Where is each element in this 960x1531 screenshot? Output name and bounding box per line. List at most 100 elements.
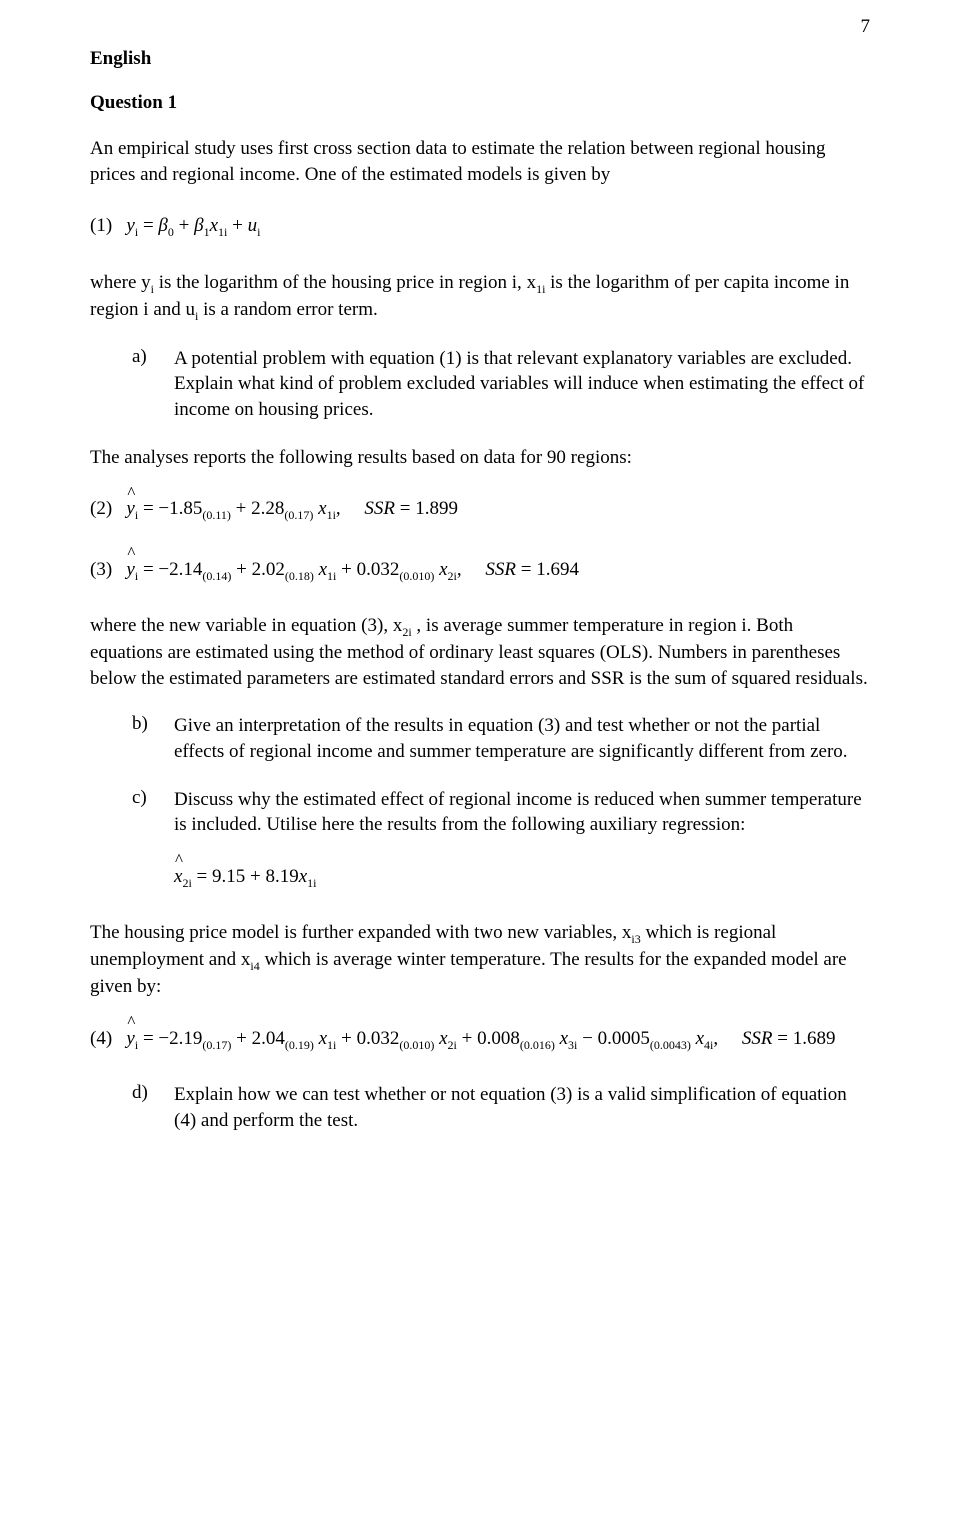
def-1b: is the logarithm of the housing price in… xyxy=(159,272,527,293)
comma: , xyxy=(336,498,341,519)
eq1-b0-sub: 0 xyxy=(168,225,174,239)
eq2-se0: (0.11) xyxy=(202,508,231,522)
plus-sign: + xyxy=(236,1028,247,1049)
definitions-paragraph: where yi is the logarithm of the housing… xyxy=(90,270,870,324)
eq4-ssr-val: 1.689 xyxy=(793,1028,836,1049)
eq-sign: = xyxy=(197,866,208,887)
eq-sign: = xyxy=(143,498,154,519)
comma: , xyxy=(457,559,462,580)
eq1-x-sub: 1i xyxy=(218,225,227,239)
item-c-text: Discuss why the estimated effect of regi… xyxy=(174,787,870,838)
eq2-x1-sub: 1i xyxy=(327,508,336,522)
aux-x1-sub: 1i xyxy=(307,876,316,890)
eq3-ssr-val: 1.694 xyxy=(536,559,579,580)
eq1-y-sub: i xyxy=(135,225,138,239)
aux-x1: x xyxy=(299,866,307,887)
eq4-c1: 2.04 xyxy=(252,1028,285,1049)
eq-sign: = xyxy=(143,559,154,580)
eq4-c4: 0.0005 xyxy=(598,1028,650,1049)
eq2-yhat: y xyxy=(126,492,134,526)
eq3-se0: (0.14) xyxy=(202,568,231,582)
plus-sign: + xyxy=(179,215,190,236)
eq2-x1: x xyxy=(318,498,326,519)
expand-xi3: x xyxy=(622,922,632,943)
eq4-x1: x xyxy=(319,1028,327,1049)
eq4-label: (4) xyxy=(90,1028,112,1049)
plus-sign: + xyxy=(236,498,247,519)
eq3-ysub: i xyxy=(135,568,138,582)
reports-paragraph: The analyses reports the following resul… xyxy=(90,445,870,471)
after3-x2i-sub: 2i xyxy=(402,625,411,639)
eq3-label: (3) xyxy=(90,559,112,580)
aux-x2-sub: 2i xyxy=(182,876,191,890)
eq3-x2-sub: 2i xyxy=(448,568,457,582)
eq-sign: = xyxy=(521,559,532,580)
item-d-marker: d) xyxy=(132,1082,174,1133)
comma: , xyxy=(713,1028,718,1049)
eq1-y: y xyxy=(126,215,134,236)
plus-sign: + xyxy=(250,866,261,887)
eq4-se3: (0.016) xyxy=(520,1038,555,1052)
eq4-x2-sub: 2i xyxy=(448,1038,457,1052)
item-b-marker: b) xyxy=(132,713,174,764)
eq4-c0: −2.19 xyxy=(158,1028,202,1049)
page-number: 7 xyxy=(861,16,871,38)
expand-a: The housing price model is further expan… xyxy=(90,922,622,943)
eq3-se1: (0.18) xyxy=(285,568,314,582)
equation-3: (3) yi = −2.14(0.14) + 2.02(0.18) x1i + … xyxy=(90,553,870,587)
eq2-c1: 2.28 xyxy=(251,498,284,519)
eq4-se1: (0.19) xyxy=(285,1038,314,1052)
equation-2: (2) yi = −1.85(0.11) + 2.28(0.17) x1i, S… xyxy=(90,492,870,526)
def-yi-sub: i xyxy=(151,281,154,295)
eq4-se0: (0.17) xyxy=(202,1038,231,1052)
item-b: b) Give an interpretation of the results… xyxy=(90,713,870,764)
eq4-c3: 0.008 xyxy=(477,1028,520,1049)
plus-sign: + xyxy=(341,559,352,580)
question-title: Question 1 xyxy=(90,92,870,114)
plus-sign: + xyxy=(462,1028,473,1049)
eq1-x: x xyxy=(210,215,218,236)
eq2-label: (2) xyxy=(90,498,112,519)
minus-sign: − xyxy=(582,1028,593,1049)
eq1-label: (1) xyxy=(90,215,112,236)
eq4-yhat: y xyxy=(126,1022,134,1056)
expand-xi4: x xyxy=(241,949,251,970)
eq4-x4: x xyxy=(696,1028,704,1049)
eq4-ysub: i xyxy=(135,1038,138,1052)
item-c-marker: c) xyxy=(132,787,174,838)
eq4-x2: x xyxy=(439,1028,447,1049)
eq4-x1-sub: 1i xyxy=(327,1038,336,1052)
eq2-se1: (0.17) xyxy=(284,508,313,522)
plus-sign: + xyxy=(232,215,243,236)
eq4-x3-sub: 3i xyxy=(568,1038,577,1052)
eq-sign: = xyxy=(143,215,154,236)
eq3-c2: 0.032 xyxy=(357,559,400,580)
eq-sign: = xyxy=(143,1028,154,1049)
eq3-x2: x xyxy=(439,559,447,580)
def-x1i: x xyxy=(527,272,537,293)
plus-sign: + xyxy=(341,1028,352,1049)
item-a: a) A potential problem with equation (1)… xyxy=(90,346,870,423)
after-eq3-paragraph: where the new variable in equation (3), … xyxy=(90,613,870,691)
item-d: d) Explain how we can test whether or no… xyxy=(90,1082,870,1133)
page: 7 English Question 1 An empirical study … xyxy=(0,0,960,1531)
eq4-x4-sub: 4i xyxy=(704,1038,713,1052)
expanded-paragraph: The housing price model is further expan… xyxy=(90,920,870,1000)
item-c: c) Discuss why the estimated effect of r… xyxy=(90,787,870,838)
equation-1: (1) yi = β0 + β1x1i + ui xyxy=(90,209,870,243)
section-heading: English xyxy=(90,48,870,70)
eq3-se2: (0.010) xyxy=(399,568,434,582)
aux-c0: 9.15 xyxy=(212,866,245,887)
eq3-x1-sub: 1i xyxy=(327,568,336,582)
def-1a: where xyxy=(90,272,141,293)
eq3-c0: −2.14 xyxy=(158,559,202,580)
eq2-ysub: i xyxy=(135,508,138,522)
after3-x2i: x xyxy=(393,615,403,636)
eq1-u-sub: i xyxy=(257,225,260,239)
def-ui-sub: i xyxy=(195,308,198,322)
eq2-ssr: SSR xyxy=(364,498,395,519)
eq3-x1: x xyxy=(319,559,327,580)
eq1-u: u xyxy=(248,215,258,236)
eq3-ssr: SSR xyxy=(485,559,516,580)
eq4-c2: 0.032 xyxy=(357,1028,400,1049)
